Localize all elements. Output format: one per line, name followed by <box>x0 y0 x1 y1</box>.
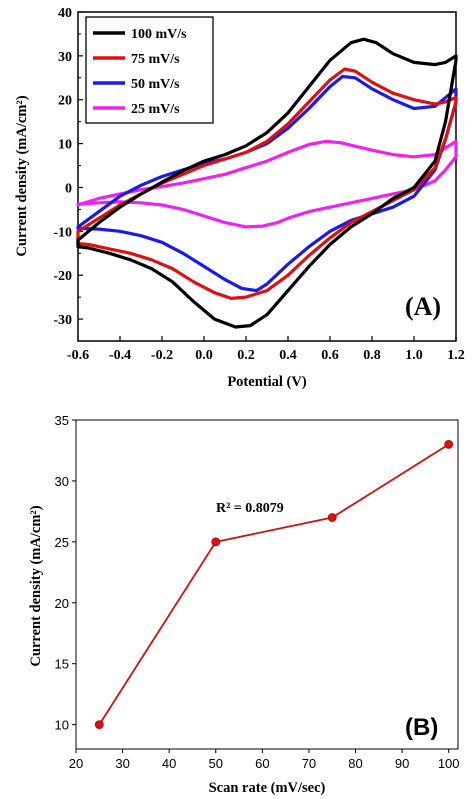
x-tick-label: 0.6 <box>321 348 339 363</box>
x-tick-label: 0.0 <box>195 348 213 363</box>
panel-a-x-ticks: -0.6 -0.4 -0.2 0.0 0.2 0.4 0.6 0.8 1.0 1.2 <box>67 336 465 363</box>
y-tick-label: 30 <box>55 474 69 489</box>
y-tick-label: -20 <box>53 269 72 284</box>
legend-entry: 50 mV/s <box>131 77 180 92</box>
legend: 100 mV/s 75 mV/s 50 mV/s 25 mV/s <box>85 16 214 124</box>
x-tick-label: 70 <box>302 756 316 771</box>
x-tick-label: 0.4 <box>279 348 297 363</box>
y-tick-label: 30 <box>58 50 72 65</box>
panel-b-label: (B) <box>405 714 438 741</box>
y-tick-label: 15 <box>55 657 69 672</box>
x-tick-label: 0.8 <box>363 348 381 363</box>
x-tick-label: -0.2 <box>151 348 173 363</box>
y-tick-label: 20 <box>58 94 72 109</box>
scan-rate-line <box>98 443 450 726</box>
panel-b-y-axis-label: Current density (mA/cm²) <box>28 505 44 666</box>
y-tick-label: 10 <box>58 138 72 153</box>
cv-curve <box>76 37 458 329</box>
data-point <box>327 513 337 522</box>
r-squared-annotation: R² = 0.8079 <box>216 501 284 516</box>
data-point <box>444 439 454 449</box>
data-point <box>211 537 221 547</box>
y-tick-label: -10 <box>53 225 72 240</box>
y-tick-label: -30 <box>53 313 72 328</box>
panel-a-plot-frame <box>77 11 457 342</box>
data-point <box>94 720 104 730</box>
legend-entry: 75 mV/s <box>131 52 180 67</box>
y-tick-label: 40 <box>58 6 72 21</box>
panel-a-y-axis-label: Current density (mA/cm²) <box>14 95 30 256</box>
y-tick-label: 0 <box>65 181 72 196</box>
x-tick-label: 40 <box>162 756 176 771</box>
cv-curve <box>76 67 458 300</box>
y-tick-label: 35 <box>55 413 69 428</box>
legend-entry: 100 mV/s <box>131 27 187 42</box>
panel-b-chart: 20 30 40 50 60 70 80 90 100 10 15 20 25 30 35 R² = 0.… <box>28 413 460 796</box>
x-tick-label: -0.4 <box>109 348 131 363</box>
y-tick-label: 10 <box>55 718 69 733</box>
x-tick-label: 50 <box>209 756 223 771</box>
x-tick-label: 90 <box>395 756 409 771</box>
panel-b-series <box>94 439 454 730</box>
panel-a-y-ticks: -30 -20 -10 0 10 20 30 40 <box>53 6 83 342</box>
panel-b-x-axis-label: Scan rate (mV/sec) <box>209 780 326 796</box>
x-tick-label: 1.0 <box>405 348 423 363</box>
panel-a-x-axis-label: Potential (V) <box>227 374 306 390</box>
cv-curve <box>76 139 458 229</box>
x-tick-label: 20 <box>69 756 83 771</box>
panel-b-plot-frame <box>75 419 459 750</box>
x-tick-label: 100 <box>438 756 460 771</box>
panel-b-y-ticks: 10 15 20 25 30 35 <box>55 413 76 733</box>
x-tick-label: 80 <box>348 756 362 771</box>
panel-a-chart: -0.6 -0.4 -0.2 0.0 0.2 0.4 0.6 0.8 1.0 1.2 -30 -20… <box>14 6 465 390</box>
x-tick-label: 1.2 <box>447 348 465 363</box>
y-tick-label: 20 <box>55 596 69 611</box>
y-tick-label: 25 <box>55 535 69 550</box>
panel-a-label: (A) <box>405 292 441 321</box>
x-tick-label: 30 <box>115 756 129 771</box>
panel-b-x-ticks: 20 30 40 50 60 70 80 90 100 <box>69 749 460 771</box>
x-tick-label: 0.2 <box>237 348 255 363</box>
panel-a-series <box>76 37 458 329</box>
x-tick-label: -0.6 <box>67 348 89 363</box>
x-tick-label: 60 <box>255 756 269 771</box>
legend-entry: 25 mV/s <box>131 102 180 117</box>
